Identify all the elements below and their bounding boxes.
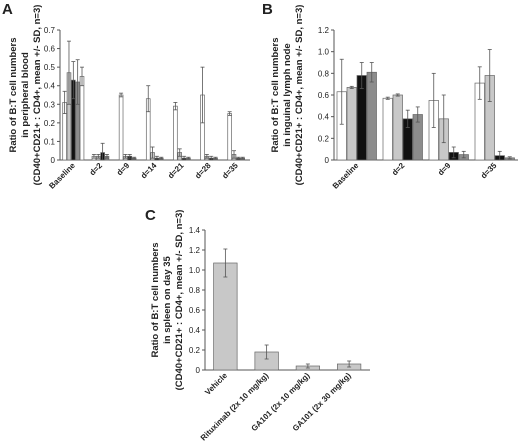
y-tick-label: 0.6 [189, 306, 201, 315]
panel-label: A [2, 1, 13, 18]
bar [346, 87, 357, 161]
y-tick-label: 1.2 [318, 26, 330, 35]
x-tick-label: d=28 [193, 161, 213, 181]
x-tick-label: Baseline [47, 161, 77, 191]
x-tick-label: d=14 [139, 161, 159, 181]
y-tick-label: 0 [51, 156, 56, 165]
y-tick-label: 0.2 [189, 346, 201, 355]
y-tick-label: 1.4 [189, 226, 201, 235]
y-tick-label: 0.4 [318, 113, 330, 122]
y-tick-label: 0.5 [44, 63, 56, 72]
y-tick-label: 0.6 [318, 91, 330, 100]
y-tick-label: 0.8 [189, 286, 201, 295]
x-tick-label: d=21 [166, 161, 186, 181]
y-axis-label: (CD40+CD21+ : CD4+, mean +/- SD, n=3) [294, 5, 305, 186]
x-tick-label: Rituximab (2x 10 mg/kg) [199, 371, 271, 443]
y-tick-label: 0.1 [44, 137, 56, 146]
y-tick-label: 0.4 [189, 326, 201, 335]
y-tick-label: 0.7 [44, 26, 56, 35]
bar [79, 76, 85, 161]
chart-panel-A: A Ratio of B:T cell numbers in peripheral … [2, 1, 250, 191]
panel-label: C [145, 207, 156, 224]
chart-panel-C: C Ratio of B:T cell numbers in spleen on d… [145, 207, 370, 442]
y-tick-label: 1.2 [189, 246, 201, 255]
bar [173, 105, 178, 161]
x-tick-label: d=9 [436, 161, 453, 178]
y-tick-label: 0 [196, 366, 201, 375]
y-axis-label: Ratio of B:T cell numbers [8, 37, 19, 152]
y-tick-label: 0.8 [318, 69, 330, 78]
x-tick-label: d=9 [115, 161, 132, 178]
y-tick-label: 1.0 [189, 266, 201, 275]
y-tick-label: 0.2 [44, 119, 56, 128]
x-tick-label: Baseline [331, 161, 361, 191]
y-tick-label: 1.0 [318, 48, 330, 57]
y-axis-label: Ratio of B:T cell numbers [150, 242, 161, 357]
y-axis-label: in peripheral blood [20, 52, 31, 138]
bar [392, 94, 403, 161]
panel-label: B [262, 1, 273, 18]
bar [366, 71, 377, 161]
y-axis-label: Ratio of B:T cell numbers [270, 37, 281, 152]
y-tick-label: 0 [325, 156, 330, 165]
y-tick-label: 0.2 [318, 134, 330, 143]
bar [382, 97, 393, 161]
bar [118, 94, 124, 161]
x-tick-label: Vehicle [203, 371, 229, 397]
y-axis-label: (CD40+CD21+ : CD4+, mean +/- SD, n=3) [32, 5, 43, 186]
x-tick-label: d=35 [220, 161, 240, 181]
chart-panel-B: B Ratio of B:T cell numbers in inguinal ly… [262, 1, 518, 191]
x-tick-label: d=2 [390, 161, 407, 178]
y-tick-label: 0.3 [44, 100, 56, 109]
y-tick-label: 0.6 [44, 45, 56, 54]
y-axis-label: in spleen on day 35 [162, 255, 173, 343]
x-tick-label: d=2 [88, 161, 105, 178]
bar [227, 113, 232, 161]
y-axis-label: (CD40+CD21+ : CD4+, mean +/- SD, n=3) [174, 210, 185, 391]
x-tick-label: d=35 [479, 161, 499, 181]
bar [213, 262, 238, 371]
y-tick-label: 0.4 [44, 82, 56, 91]
y-axis-label: in inguinal lymph node [282, 43, 293, 146]
